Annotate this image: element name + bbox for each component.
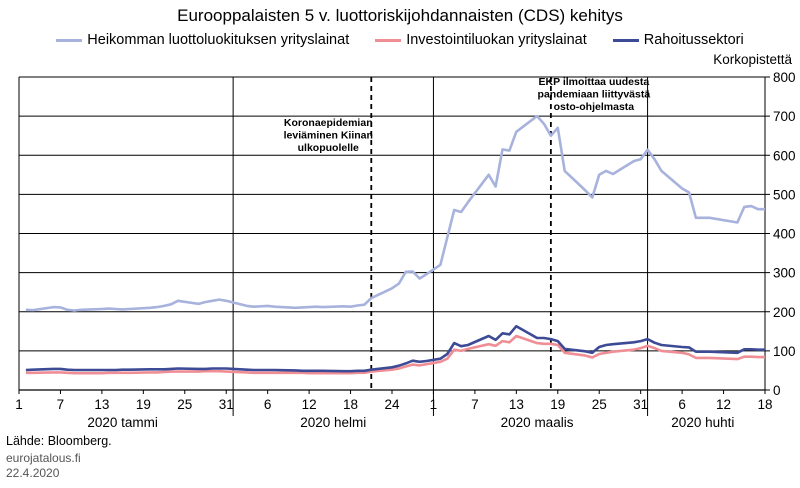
x-tick-label: 18 xyxy=(343,397,358,412)
x-tick-label: 6 xyxy=(264,397,272,412)
x-tick-label: 6 xyxy=(678,397,686,412)
month-label: 2020 maalis xyxy=(501,415,574,430)
y-tick-label: 100 xyxy=(773,344,796,359)
event-annotation-text: EKP ilmoittaa uudesta xyxy=(539,76,650,88)
y-tick-label: 700 xyxy=(773,109,796,124)
y-tick-label: 300 xyxy=(773,266,796,281)
x-tick-label: 1 xyxy=(430,397,438,412)
y-tick-label: 0 xyxy=(773,383,781,398)
legend-label-high-yield: Heikomman luottoluokituksen yrityslainat xyxy=(87,32,350,48)
y-tick-label: 400 xyxy=(773,227,796,242)
x-tick-label: 25 xyxy=(592,397,607,412)
x-tick-label: 25 xyxy=(177,397,192,412)
y-tick-label: 800 xyxy=(773,70,796,85)
series-line-0 xyxy=(25,114,765,312)
legend-item-investment-grade: Investointiluokan yrityslainat xyxy=(375,32,587,48)
month-label: 2020 helmi xyxy=(300,415,366,430)
series-line-1 xyxy=(25,334,765,375)
y-tick-label: 200 xyxy=(773,305,796,320)
x-tick-label: 24 xyxy=(384,397,400,412)
event-annotation-text: pandemiaan liittyvästä xyxy=(538,89,651,101)
y-tick-label: 600 xyxy=(773,148,796,163)
legend-label-investment-grade: Investointiluokan yrityslainat xyxy=(406,32,587,48)
chart-title: Eurooppalaisten 5 v. luottoriskijohdanna… xyxy=(177,6,623,25)
chart-legend: Heikomman luottoluokituksen yrityslainat… xyxy=(0,32,800,48)
legend-item-high-yield: Heikomman luottoluokituksen yrityslainat xyxy=(56,32,349,48)
x-tick-label: 7 xyxy=(471,397,479,412)
y-axis-unit-label: Korkopistettä xyxy=(713,52,792,67)
x-tick-label: 19 xyxy=(136,397,151,412)
y-tick-label: 500 xyxy=(773,187,796,202)
x-tick-label: 13 xyxy=(94,397,109,412)
x-tick-label: 19 xyxy=(550,397,565,412)
legend-label-financials: Rahoitussektori xyxy=(643,32,744,48)
event-annotation-text: Koronaepidemian xyxy=(284,117,373,129)
event-annotation-text: osto-ohjelmasta xyxy=(554,101,635,113)
x-tick-label: 1 xyxy=(15,397,23,412)
x-tick-label: 13 xyxy=(509,397,524,412)
legend-swatch-high-yield xyxy=(56,38,83,42)
source-note: Lähde: Bloomberg. xyxy=(6,434,112,448)
x-tick-label: 18 xyxy=(757,397,772,412)
legend-item-financials: Rahoitussektori xyxy=(612,32,744,48)
x-tick-label: 31 xyxy=(219,397,234,412)
x-tick-label: 31 xyxy=(633,397,648,412)
event-annotation-text: leviäminen Kiinan xyxy=(284,130,373,142)
month-label: 2020 huhti xyxy=(671,415,734,430)
x-tick-label: 12 xyxy=(716,397,731,412)
x-tick-label: 7 xyxy=(57,397,65,412)
legend-swatch-investment-grade xyxy=(375,38,402,42)
legend-swatch-financials xyxy=(612,38,639,42)
event-annotation-text: ulkopuolelle xyxy=(298,142,359,154)
x-tick-label: 12 xyxy=(302,397,317,412)
publish-date: 22.4.2020 xyxy=(6,466,60,480)
series-line-2 xyxy=(25,324,765,373)
site-name: eurojatalous.fi xyxy=(6,451,81,465)
month-label: 2020 tammi xyxy=(87,415,158,430)
